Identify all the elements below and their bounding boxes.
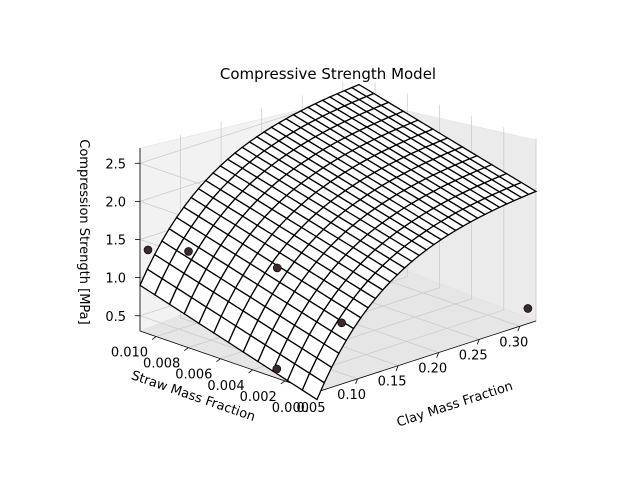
x-tick-label: 0.30 <box>499 335 528 350</box>
scatter-point <box>337 318 347 328</box>
x-tick-mark <box>355 378 358 385</box>
z-tick-label: 1.5 <box>105 234 126 249</box>
y-tick-label: 0.010 <box>111 346 148 361</box>
z-axis-label: Compression Strength [MPa] <box>76 139 91 324</box>
axis-ticks: 0.050.100.150.200.250.300.0000.0020.0040… <box>105 157 528 416</box>
y-tick-mark <box>216 358 221 363</box>
z-tick-label: 2.0 <box>105 195 126 210</box>
x-tick-mark <box>395 365 399 371</box>
x-tick-label: 0.25 <box>459 348 488 363</box>
scatter-point <box>523 304 533 313</box>
scatter-point <box>143 245 153 255</box>
z-tick-label: 2.5 <box>105 157 126 172</box>
y-tick-mark <box>151 336 157 340</box>
z-tick-label: 0.5 <box>105 310 126 325</box>
x-axis-line <box>316 320 537 393</box>
scatter-point <box>184 247 193 256</box>
y-tick-label: 0.002 <box>240 390 277 405</box>
y-tick-label: 0.008 <box>143 357 180 372</box>
y-tick-mark <box>280 380 286 385</box>
y-tick-mark <box>184 347 189 351</box>
y-tick-label: 0.000 <box>272 401 309 416</box>
scatter-point <box>272 263 282 273</box>
scatter-point <box>272 364 282 374</box>
x-tick-mark <box>517 326 521 332</box>
x-tick-label: 0.05 <box>297 401 326 416</box>
y-tick-label: 0.004 <box>207 379 244 394</box>
y-axis-line <box>139 330 318 393</box>
surface-mesh <box>139 83 538 401</box>
y-tick-label: 0.006 <box>175 368 212 383</box>
surface-cell <box>301 372 326 401</box>
chart-title: Compressive Strength Model <box>220 65 436 83</box>
x-tick-mark <box>436 352 440 358</box>
x-tick-mark <box>476 339 480 345</box>
x-tick-label: 0.20 <box>418 362 447 377</box>
y-tick-mark <box>248 369 253 374</box>
scatter-points-front <box>143 245 533 374</box>
z-tick-label: 1.0 <box>105 272 126 287</box>
x-tick-label: 0.15 <box>378 375 407 390</box>
x-tick-label: 0.10 <box>337 388 366 403</box>
